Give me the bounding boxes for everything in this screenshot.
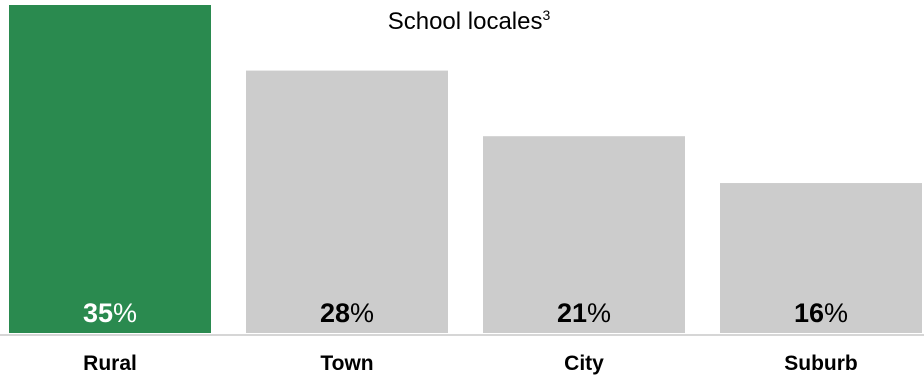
- chart-title: School locales3: [388, 7, 551, 35]
- category-label-town: Town: [320, 352, 373, 375]
- bar-rural: [9, 5, 211, 333]
- category-label-city: City: [564, 352, 604, 375]
- labels-layer: Rural Town City Suburb: [83, 352, 858, 375]
- chart-title-text: School locales: [388, 8, 543, 35]
- value-label-rural: 35%: [83, 298, 137, 328]
- chart-title-superscript: 3: [542, 7, 550, 23]
- bar-suburb: [720, 183, 922, 333]
- value-label-town: 28%: [320, 298, 374, 328]
- value-label-city: 21%: [557, 298, 611, 328]
- category-label-rural: Rural: [83, 352, 137, 375]
- bar-city: [483, 136, 685, 333]
- bars-layer: 35% 28% 21% 16%: [9, 5, 922, 333]
- category-label-suburb: Suburb: [784, 352, 858, 375]
- bar-town: [246, 70, 448, 333]
- value-label-suburb: 16%: [794, 298, 848, 328]
